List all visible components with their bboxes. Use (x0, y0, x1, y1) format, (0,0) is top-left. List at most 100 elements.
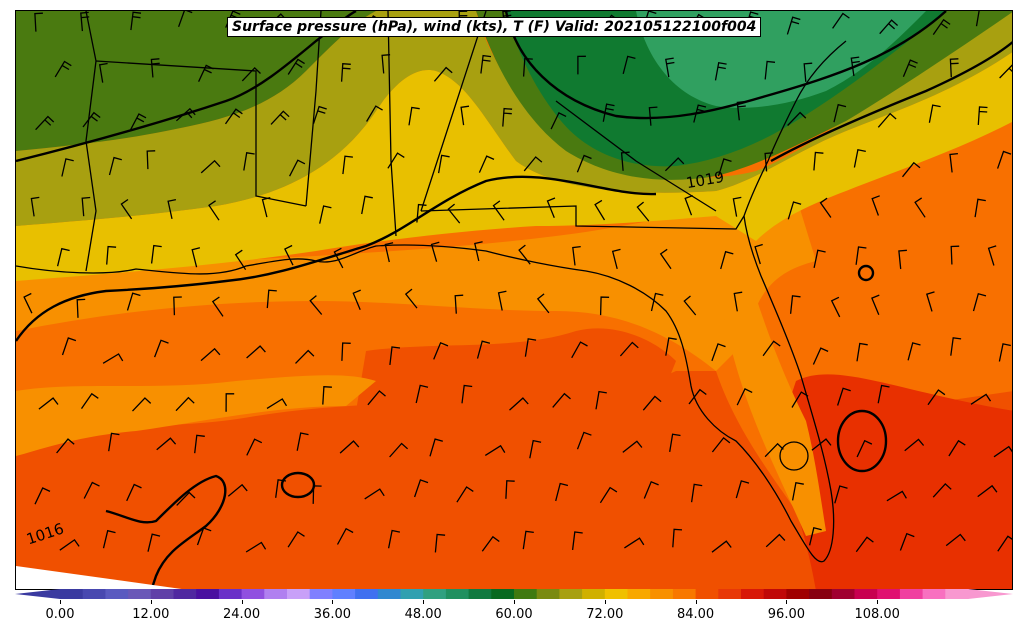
wind-barb (102, 353, 124, 364)
wind-barb (106, 245, 117, 265)
colorbar-tick (60, 600, 61, 604)
colorbar-bin (196, 589, 220, 599)
wind-barb (948, 439, 966, 457)
wind-barb (208, 200, 220, 221)
wind-barb (456, 486, 474, 503)
alabama-border (387, 11, 397, 237)
wind-barb (461, 384, 473, 404)
wind-barb (261, 196, 271, 218)
wind-barb (732, 196, 742, 217)
wind-barb (309, 295, 323, 315)
colorbar-bin (355, 589, 379, 599)
wind-barb (132, 397, 152, 412)
wind-barb (381, 54, 391, 74)
wind-barb (312, 105, 327, 124)
wind-barb (819, 197, 832, 218)
colorbar-overflow-arrow (968, 589, 1013, 599)
wind-barb (287, 531, 305, 548)
wind-barb (736, 100, 746, 121)
wind-barb (717, 158, 732, 177)
map-panel: Surface pressure (hPa), wind (kts), T (F… (15, 10, 1013, 590)
temp-region-gulf-south (16, 371, 1012, 589)
wind-barb (999, 64, 1012, 79)
colorbar-tick (695, 600, 697, 604)
wind-barb (227, 483, 248, 497)
wind-barb (518, 244, 531, 265)
colorbar-bin (831, 589, 856, 599)
wind-barb (340, 63, 351, 82)
wind-barb (38, 397, 59, 410)
wind-barb (266, 398, 288, 409)
wind-barb (126, 483, 142, 502)
colorbar-bin (514, 589, 538, 599)
wind-barb (176, 491, 196, 506)
wind-barb (83, 481, 100, 499)
wind-barb (977, 106, 988, 125)
wind-barb (476, 340, 491, 359)
colorbar-tick (514, 600, 515, 604)
wind-barb (993, 445, 1012, 458)
wind-barb (502, 107, 513, 127)
wind-barb (367, 390, 386, 406)
wind-barb (56, 247, 70, 267)
wind-barb (664, 157, 685, 172)
wind-barb (599, 296, 610, 316)
wind-barb (522, 57, 533, 77)
wind-barb (832, 12, 850, 29)
wind-barb (764, 60, 776, 80)
wind-barb (619, 341, 639, 357)
wind-barb (120, 198, 133, 220)
wind-barb (711, 436, 731, 453)
wind-barb (194, 434, 205, 454)
wind-barb (404, 288, 418, 309)
wind-barb (384, 242, 394, 263)
wind-barb (975, 11, 980, 27)
colorbar-bin (718, 589, 742, 599)
wind-barb (246, 438, 263, 456)
wind-barb (550, 112, 567, 130)
wind-barb (552, 392, 571, 408)
temp-region-florida-inland (721, 281, 826, 536)
wind-barb (987, 245, 997, 266)
wind-barb (833, 103, 847, 123)
wind-barb (200, 159, 221, 174)
colorbar-bin (400, 589, 424, 599)
wind-barb (813, 249, 826, 269)
wind-barb (191, 247, 201, 268)
wind-barb (950, 337, 962, 356)
wind-barb (416, 203, 427, 223)
wind-barb (153, 339, 169, 358)
wind-barb (949, 152, 958, 173)
wind-barb (352, 289, 361, 311)
wind-barb (624, 537, 645, 549)
wind-barb (408, 106, 420, 126)
wind-barb (147, 533, 161, 552)
wind-barb (736, 388, 753, 406)
wind-barb (429, 438, 443, 457)
colorbar-tick-label: 84.00 (676, 607, 715, 622)
wind-barb (454, 294, 464, 314)
colorbar-bin (173, 589, 197, 599)
wind-barb (683, 295, 697, 316)
wind-barb (899, 532, 915, 551)
wind-barb (855, 536, 874, 553)
wind-barb (762, 340, 781, 357)
wind-barb (35, 115, 55, 131)
wind-barb (877, 112, 897, 128)
wind-barb (974, 198, 986, 218)
colorbar-bin (105, 589, 129, 599)
wind-barb (342, 155, 353, 175)
wind-barb (998, 343, 1011, 362)
colorbar-tick (150, 600, 152, 604)
colorbar-bin (332, 589, 356, 599)
wind-barb (480, 54, 492, 74)
wind-barb (289, 159, 306, 177)
louisiana-north-border (95, 60, 307, 207)
colorbar-bin (695, 589, 719, 599)
wind-barb (474, 241, 483, 262)
wind-barb (387, 152, 405, 169)
wind-barb (389, 442, 409, 458)
wind-barb (925, 291, 935, 312)
colorbar-bin (559, 589, 583, 599)
wind-barb (30, 196, 40, 217)
